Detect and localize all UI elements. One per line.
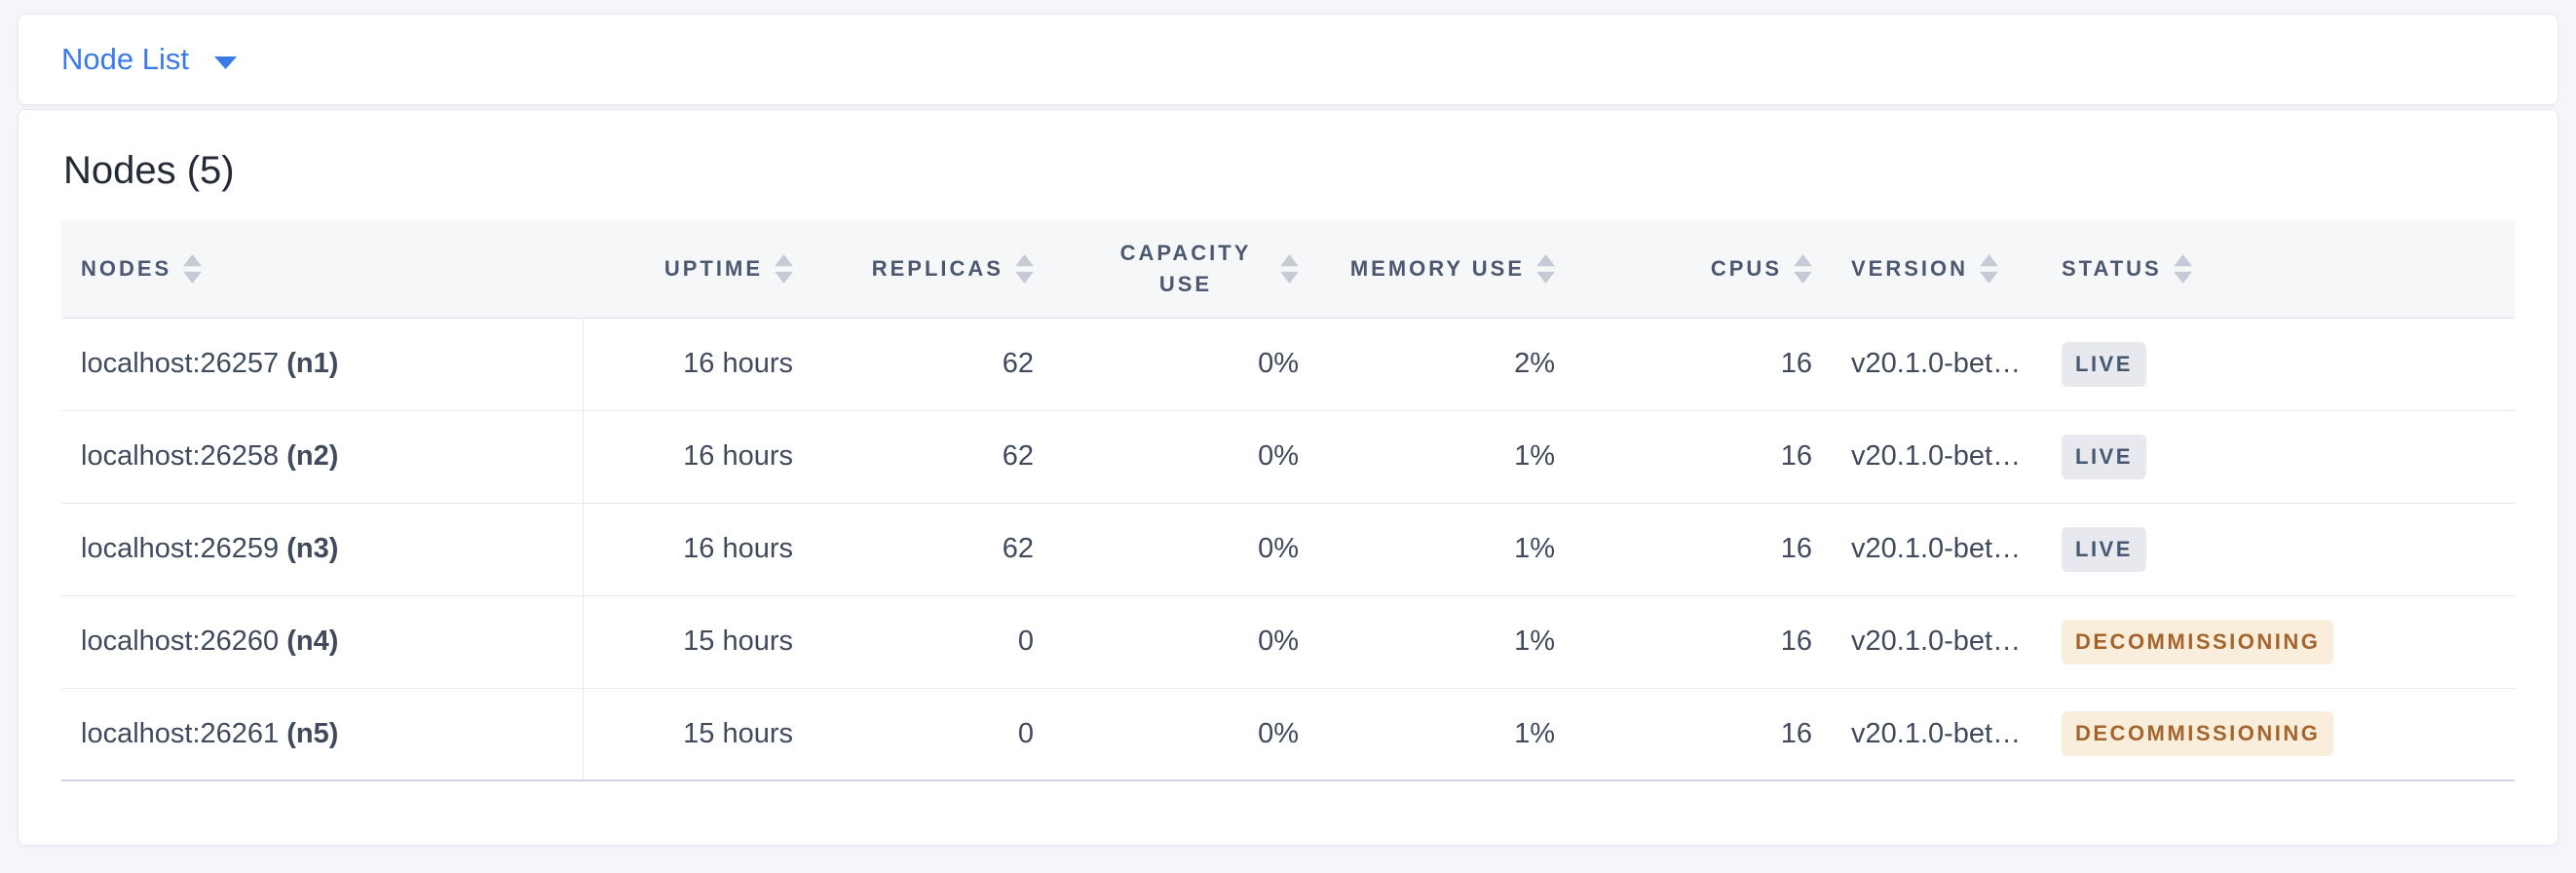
table-row: localhost:26258 (n2) 16 hours 62 0% 1% 1… (61, 410, 2515, 504)
sort-icon (183, 253, 203, 284)
cell-capacity-use: 0% (1053, 410, 1318, 504)
column-label: UPTIME (663, 255, 763, 281)
status-badge: LIVE (2062, 434, 2146, 479)
status-badge: DECOMMISSIONING (2062, 619, 2334, 664)
cell-capacity-use: 0% (1053, 688, 1318, 781)
column-header-version[interactable]: VERSION (1832, 220, 2042, 319)
cell-replicas: 0 (813, 595, 1053, 689)
node-address: localhost:26261 (81, 717, 280, 749)
cell-uptime: 15 hours (583, 688, 813, 781)
cell-status: DECOMMISSIONING (2042, 688, 2515, 781)
sort-icon (1980, 253, 1998, 284)
column-header-memory-use[interactable]: MEMORY USE (1318, 220, 1574, 319)
column-header-cpus[interactable]: CPUS (1574, 220, 1832, 319)
column-header-capacity-use[interactable]: CAPACITY USE (1053, 220, 1318, 319)
cell-node: localhost:26261 (n5) (61, 688, 584, 781)
sort-icon (1536, 253, 1555, 284)
cell-memory-use: 1% (1318, 595, 1574, 689)
node-id: (n3) (286, 533, 339, 564)
table-row: localhost:26257 (n1) 16 hours 62 0% 2% 1… (61, 318, 2515, 411)
cell-node: localhost:26258 (n2) (61, 410, 584, 504)
cell-memory-use: 1% (1318, 688, 1574, 781)
table-row: localhost:26260 (n4) 15 hours 0 0% 1% 16… (61, 595, 2515, 689)
table-header-row: NODES UPTIME REPLICAS CAPACITY USE MEMOR… (61, 220, 2515, 319)
view-selector-dropdown[interactable]: Node List (61, 42, 237, 77)
sort-icon (1015, 253, 1034, 284)
cell-status: LIVE (2042, 410, 2515, 504)
cell-node: localhost:26257 (n1) (61, 318, 584, 411)
top-bar: Node List (18, 14, 2558, 105)
page-title: Nodes (5) (63, 149, 235, 192)
column-header-uptime[interactable]: UPTIME (583, 220, 813, 319)
node-id: (n1) (286, 348, 339, 379)
nodes-card: Nodes (5) NODES UPTIME REPLICAS (18, 109, 2558, 846)
status-badge: LIVE (2062, 341, 2146, 387)
cell-replicas: 0 (813, 688, 1053, 781)
sort-icon (775, 253, 793, 284)
cell-uptime: 16 hours (583, 318, 813, 411)
cell-memory-use: 2% (1318, 318, 1574, 411)
column-label: CPUS (1710, 255, 1782, 281)
cell-uptime: 15 hours (583, 595, 813, 689)
column-label: CAPACITY USE (1119, 240, 1252, 296)
cell-replicas: 62 (813, 503, 1053, 596)
node-table: NODES UPTIME REPLICAS CAPACITY USE MEMOR… (61, 220, 2515, 781)
column-label: STATUS (2062, 255, 2162, 281)
sort-icon (2173, 253, 2192, 284)
column-label: VERSION (1851, 255, 1969, 281)
cell-cpus: 16 (1574, 503, 1832, 596)
cell-version: v20.1.0-bet… (1832, 595, 2042, 689)
node-address: localhost:26258 (81, 440, 280, 472)
cell-version: v20.1.0-bet… (1832, 688, 2042, 781)
table-row: localhost:26261 (n5) 15 hours 0 0% 1% 16… (61, 688, 2515, 781)
column-label: REPLICAS (871, 255, 1004, 281)
cell-uptime: 16 hours (583, 410, 813, 504)
table-body: localhost:26257 (n1) 16 hours 62 0% 2% 1… (61, 318, 2515, 781)
cell-version: v20.1.0-bet… (1832, 318, 2042, 411)
cell-version: v20.1.0-bet… (1832, 410, 2042, 504)
node-address: localhost:26260 (81, 626, 280, 657)
status-badge: DECOMMISSIONING (2062, 711, 2334, 757)
cell-status: DECOMMISSIONING (2042, 595, 2515, 689)
cell-cpus: 16 (1574, 410, 1832, 504)
cell-capacity-use: 0% (1053, 503, 1318, 596)
column-header-status[interactable]: STATUS (2042, 220, 2515, 319)
sort-icon (1280, 253, 1299, 284)
caret-down-icon (213, 42, 237, 77)
node-id: (n5) (286, 717, 339, 749)
cell-cpus: 16 (1574, 595, 1832, 689)
node-address: localhost:26259 (81, 533, 280, 564)
column-header-nodes[interactable]: NODES (61, 220, 583, 319)
cell-memory-use: 1% (1318, 410, 1574, 504)
cell-cpus: 16 (1574, 318, 1832, 411)
cell-node: localhost:26259 (n3) (61, 503, 584, 596)
cell-capacity-use: 0% (1053, 318, 1318, 411)
cell-node: localhost:26260 (n4) (61, 595, 584, 689)
table-row: localhost:26259 (n3) 16 hours 62 0% 1% 1… (61, 503, 2515, 596)
sort-icon (1794, 253, 1812, 284)
cell-replicas: 62 (813, 410, 1053, 504)
node-id: (n4) (286, 626, 339, 657)
cell-uptime: 16 hours (583, 503, 813, 596)
cell-status: LIVE (2042, 503, 2515, 596)
node-id: (n2) (286, 440, 339, 472)
column-header-replicas[interactable]: REPLICAS (813, 220, 1053, 319)
column-label: MEMORY USE (1349, 255, 1525, 281)
cell-capacity-use: 0% (1053, 595, 1318, 689)
cell-replicas: 62 (813, 318, 1053, 411)
node-address: localhost:26257 (81, 348, 280, 379)
status-badge: LIVE (2062, 526, 2146, 572)
cell-cpus: 16 (1574, 688, 1832, 781)
cell-status: LIVE (2042, 318, 2515, 411)
column-label: NODES (81, 255, 172, 281)
view-selector-label: Node List (61, 42, 189, 76)
cell-memory-use: 1% (1318, 503, 1574, 596)
cell-version: v20.1.0-bet… (1832, 503, 2042, 596)
